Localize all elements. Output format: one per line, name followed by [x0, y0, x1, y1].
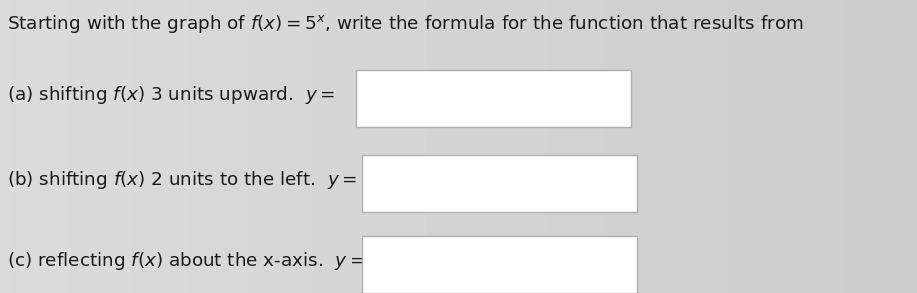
FancyBboxPatch shape [362, 155, 637, 212]
Text: Starting with the graph of $f(x) = 5^{x}$, write the formula for the function th: Starting with the graph of $f(x) = 5^{x}… [7, 13, 804, 35]
FancyBboxPatch shape [362, 236, 637, 293]
Text: (a) shifting $f(x)$ 3 units upward.  $y=$: (a) shifting $f(x)$ 3 units upward. $y=$ [7, 84, 336, 106]
Text: (c) reflecting $f(x)$ about the x-axis.  $y=$: (c) reflecting $f(x)$ about the x-axis. … [7, 250, 365, 272]
Text: (b) shifting $f(x)$ 2 units to the left.  $y=$: (b) shifting $f(x)$ 2 units to the left.… [7, 169, 358, 191]
FancyBboxPatch shape [356, 70, 631, 127]
